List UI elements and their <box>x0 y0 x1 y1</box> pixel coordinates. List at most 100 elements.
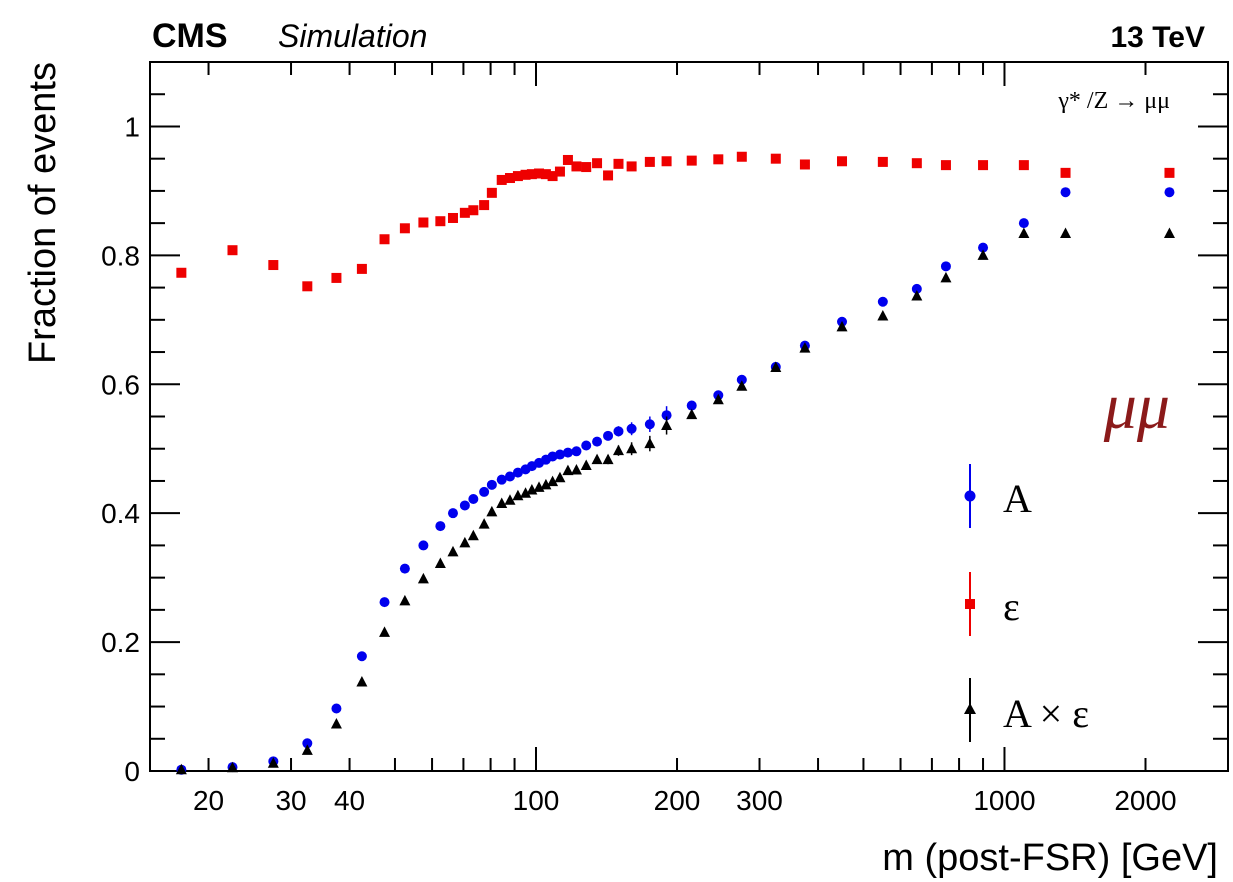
data-point-product <box>686 408 698 420</box>
data-point-product <box>911 289 923 301</box>
data-point-acceptance <box>686 400 697 411</box>
data-point-efficiency <box>799 159 810 170</box>
series-acceptance <box>176 187 1175 775</box>
x-tick-label: 300 <box>736 785 783 816</box>
data-point-efficiency <box>581 162 592 173</box>
data-point-product <box>591 453 603 465</box>
data-point-efficiency <box>592 158 603 169</box>
legend: A ε A × ε <box>964 464 1089 742</box>
x-tick-label: 1000 <box>973 785 1035 816</box>
data-point-product <box>417 572 429 584</box>
data-point-product <box>226 761 238 773</box>
status-label: Simulation <box>278 18 427 54</box>
energy-label: 13 TeV <box>1111 21 1206 54</box>
x-tick-label: 2000 <box>1114 785 1176 816</box>
data-point-product <box>547 475 559 487</box>
data-point-efficiency <box>399 223 410 234</box>
data-point-acceptance <box>644 419 655 430</box>
y-axis-title: Fraction of events <box>22 62 64 364</box>
data-point-efficiency <box>418 217 429 228</box>
data-point-efficiency <box>520 169 531 180</box>
data-point-acceptance <box>581 440 592 451</box>
legend-product-marker <box>964 703 976 714</box>
data-point-efficiency <box>526 169 537 180</box>
data-point-product <box>580 459 592 470</box>
data-point-acceptance <box>978 242 989 253</box>
data-point-product <box>496 497 508 509</box>
legend-item-efficiency: ε <box>965 572 1020 636</box>
data-point-efficiency <box>940 160 951 171</box>
data-point-acceptance <box>418 540 429 551</box>
data-point-product <box>486 505 498 517</box>
data-point-acceptance <box>562 447 573 458</box>
data-point-product <box>447 545 459 557</box>
data-point-acceptance <box>592 436 603 447</box>
data-point-efficiency <box>1018 160 1029 171</box>
x-tick-label: 30 <box>275 785 306 816</box>
data-point-acceptance <box>1018 218 1029 229</box>
legend-efficiency-label: ε <box>1003 584 1020 629</box>
data-point-acceptance <box>626 423 637 434</box>
x-axis-title: m (post-FSR) [GeV] <box>882 837 1218 879</box>
data-point-acceptance <box>554 449 565 460</box>
data-point-efficiency <box>331 272 342 283</box>
data-point-efficiency <box>1060 167 1071 178</box>
data-point-acceptance <box>379 597 390 608</box>
x-ticks: 20 30 40 100 200 300 1000 2000 <box>193 62 1229 816</box>
data-point-efficiency <box>554 166 565 177</box>
data-point-product <box>661 419 673 431</box>
data-point-acceptance <box>504 471 515 482</box>
data-point-product <box>478 518 490 529</box>
data-point-product <box>602 453 614 465</box>
data-point-acceptance <box>512 467 523 478</box>
data-point-efficiency <box>661 156 672 167</box>
data-point-efficiency <box>534 168 545 179</box>
channel-label: μμ <box>1103 370 1170 443</box>
data-point-efficiency <box>613 158 624 169</box>
data-point-product <box>504 494 516 505</box>
x-tick-label: 200 <box>654 785 701 816</box>
data-point-efficiency <box>496 174 507 185</box>
y-tick-label: 0.6 <box>101 369 140 400</box>
data-point-efficiency <box>486 187 497 198</box>
y-tick-label: 0.4 <box>101 498 140 529</box>
data-point-efficiency <box>603 170 614 181</box>
data-point-product <box>712 393 724 405</box>
data-point-acceptance <box>331 703 342 714</box>
data-point-product <box>520 487 532 498</box>
data-point-efficiency <box>459 207 470 218</box>
data-point-product <box>836 320 848 332</box>
data-point-product <box>399 594 411 606</box>
data-point-product <box>356 676 368 687</box>
legend-acceptance-label: A <box>1003 476 1032 521</box>
data-point-efficiency <box>479 200 490 211</box>
data-point-efficiency <box>512 171 523 182</box>
process-label: γ* /Z → μμ <box>1057 88 1170 114</box>
data-point-efficiency <box>644 156 655 167</box>
data-point-efficiency <box>837 156 848 167</box>
data-point-product <box>330 717 342 729</box>
data-point-acceptance <box>447 508 458 519</box>
data-point-product <box>770 361 782 373</box>
data-point-product <box>379 626 391 637</box>
data-point-product <box>434 557 446 568</box>
data-point-product <box>267 757 279 768</box>
data-point-efficiency <box>686 155 697 166</box>
data-point-efficiency <box>302 281 313 292</box>
data-point-efficiency <box>435 216 446 227</box>
y-tick-label: 0.2 <box>101 627 140 658</box>
data-point-acceptance <box>1060 187 1071 198</box>
data-point-efficiency <box>540 169 551 180</box>
data-point-product <box>1163 227 1175 238</box>
data-point-efficiency <box>379 234 390 245</box>
data-point-product <box>626 442 638 454</box>
data-point-acceptance <box>356 651 367 662</box>
data-point-efficiency <box>911 158 922 169</box>
data-point-acceptance <box>468 494 479 505</box>
series-efficiency <box>176 151 1175 292</box>
data-point-product <box>540 478 552 490</box>
data-point-product <box>562 464 574 476</box>
y-tick-label: 1 <box>124 111 140 142</box>
data-point-efficiency <box>978 160 989 171</box>
data-point-product <box>570 463 582 475</box>
